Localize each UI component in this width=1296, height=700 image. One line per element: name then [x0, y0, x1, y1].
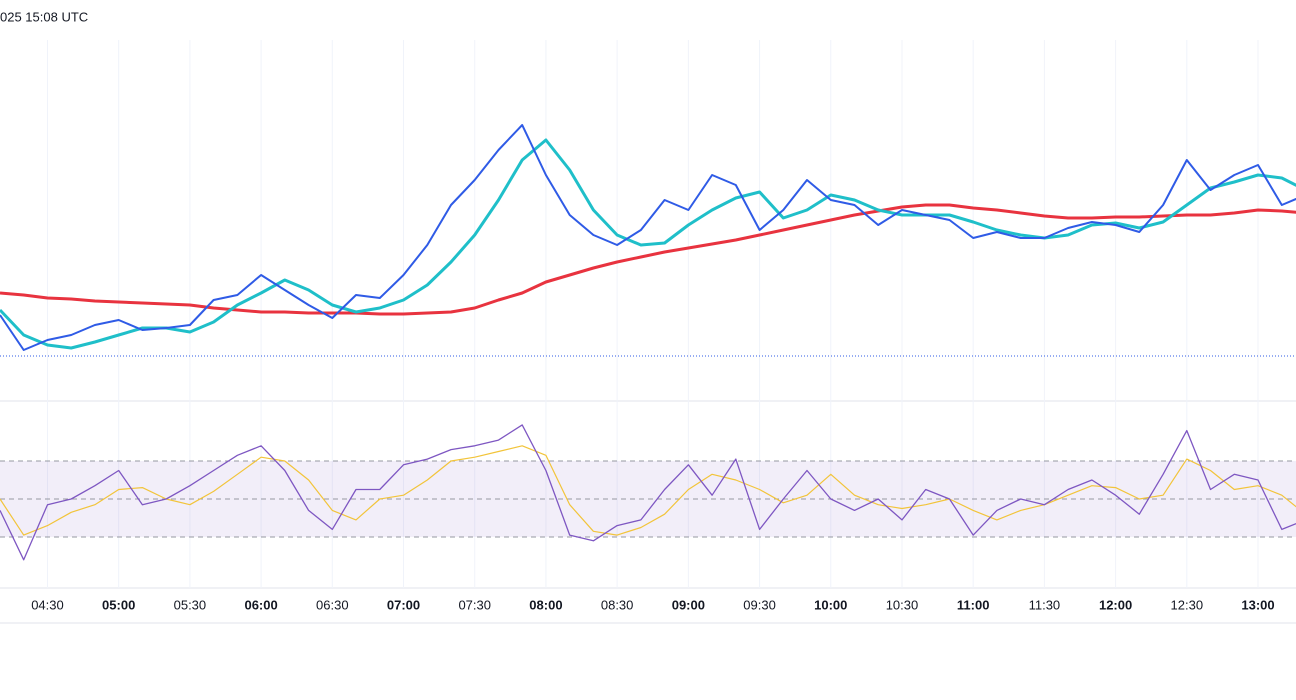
x-tick-label: 11:30	[1029, 597, 1061, 612]
x-tick-label: 07:30	[458, 597, 491, 612]
header-time: 025 15:08 UTC	[0, 9, 88, 24]
x-tick-label: 12:00	[1099, 597, 1132, 612]
x-tick-label: 07:00	[387, 597, 420, 612]
x-tick-label: 05:30	[174, 597, 207, 612]
x-tick-label: 11:00	[957, 597, 990, 612]
series-line	[0, 424, 1296, 561]
x-tick-label: 08:30	[601, 597, 634, 612]
series-line	[0, 124, 1296, 351]
x-tick-label: 10:00	[814, 597, 847, 612]
x-tick-label: 06:00	[244, 597, 277, 612]
x-tick-label: 05:00	[102, 597, 135, 612]
series-line	[0, 138, 1296, 350]
series-line	[0, 203, 1296, 316]
x-tick-label: 06:30	[316, 597, 349, 612]
x-tick-label: 12:30	[1171, 597, 1204, 612]
x-tick-label: 08:00	[529, 597, 562, 612]
x-tick-label: 09:00	[672, 597, 705, 612]
x-tick-label: 13:00	[1241, 597, 1274, 612]
series-line	[0, 445, 1296, 536]
x-tick-label: 04:30	[31, 597, 64, 612]
x-tick-label: 09:30	[743, 597, 776, 612]
x-tick-label: 10:30	[886, 597, 919, 612]
